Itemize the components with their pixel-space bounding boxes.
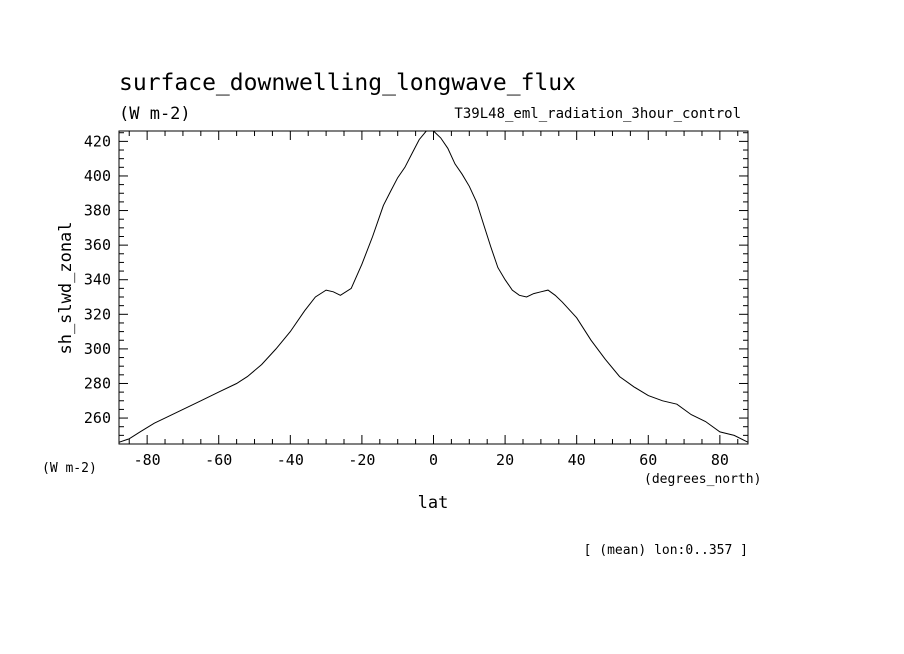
x-axis-label: lat [418, 493, 449, 513]
x-tick-label: 60 [639, 451, 657, 469]
x-tick-label: -60 [205, 451, 232, 469]
series-line [118, 130, 749, 443]
plot-area [118, 130, 749, 443]
footnote: [ (mean) lon:0..357 ] [584, 543, 748, 558]
x-tick-label: 40 [568, 451, 586, 469]
y-axis-ticks: 260 280 300 320 340 360 380 400 420 [84, 132, 748, 445]
x-axis-units: (degrees_north) [644, 472, 761, 487]
x-axis-ticks: -80 -60 -40 -20 0 20 40 60 80 [128, 131, 739, 469]
chart-subtitle: T39L48_eml_radiation_3hour_control [454, 106, 741, 122]
x-tick-label: -20 [348, 451, 375, 469]
x-tick-label: 20 [496, 451, 514, 469]
x-tick-label: 0 [429, 451, 438, 469]
y-tick-label: 280 [84, 374, 111, 392]
y-tick-label: 380 [84, 202, 111, 220]
x-tick-label: 80 [711, 451, 729, 469]
y-axis-label: sh_slwd_zonal [56, 221, 76, 354]
x-tick-label: -80 [134, 451, 161, 469]
y-tick-label: 360 [84, 236, 111, 254]
y-tick-label: 340 [84, 271, 111, 289]
chart-title: surface_downwelling_longwave_flux [119, 70, 576, 96]
plot-frame [118, 130, 749, 445]
y-tick-label: 420 [84, 132, 111, 150]
y-tick-label: 400 [84, 167, 111, 185]
y-tick-label: 260 [84, 409, 111, 427]
y-tick-label: 300 [84, 340, 111, 358]
y-tick-label: 320 [84, 305, 111, 323]
title-units: (W m-2) [119, 104, 191, 124]
y-axis-units: (W m-2) [42, 461, 97, 476]
x-tick-label: -40 [277, 451, 304, 469]
